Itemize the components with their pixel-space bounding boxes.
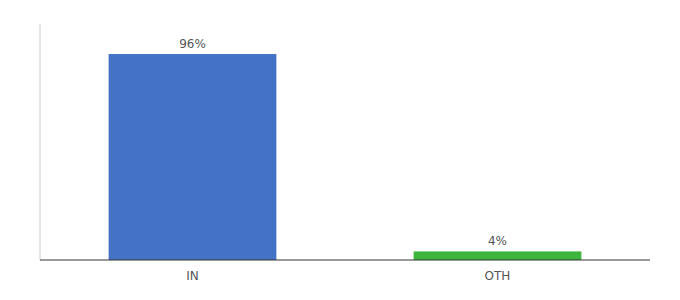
data-label: 4% bbox=[488, 234, 507, 248]
x-axis-line bbox=[40, 260, 650, 261]
data-label: 96% bbox=[179, 37, 206, 51]
bar bbox=[414, 251, 582, 260]
bar bbox=[109, 54, 277, 260]
bars bbox=[109, 54, 582, 260]
x-tick-label: OTH bbox=[485, 269, 511, 283]
x-tick-label: IN bbox=[186, 269, 199, 283]
y-axis-line bbox=[40, 24, 41, 260]
chart-container: 96% 4% IN OTH bbox=[0, 0, 680, 300]
chart: 96% 4% IN OTH bbox=[0, 0, 680, 300]
